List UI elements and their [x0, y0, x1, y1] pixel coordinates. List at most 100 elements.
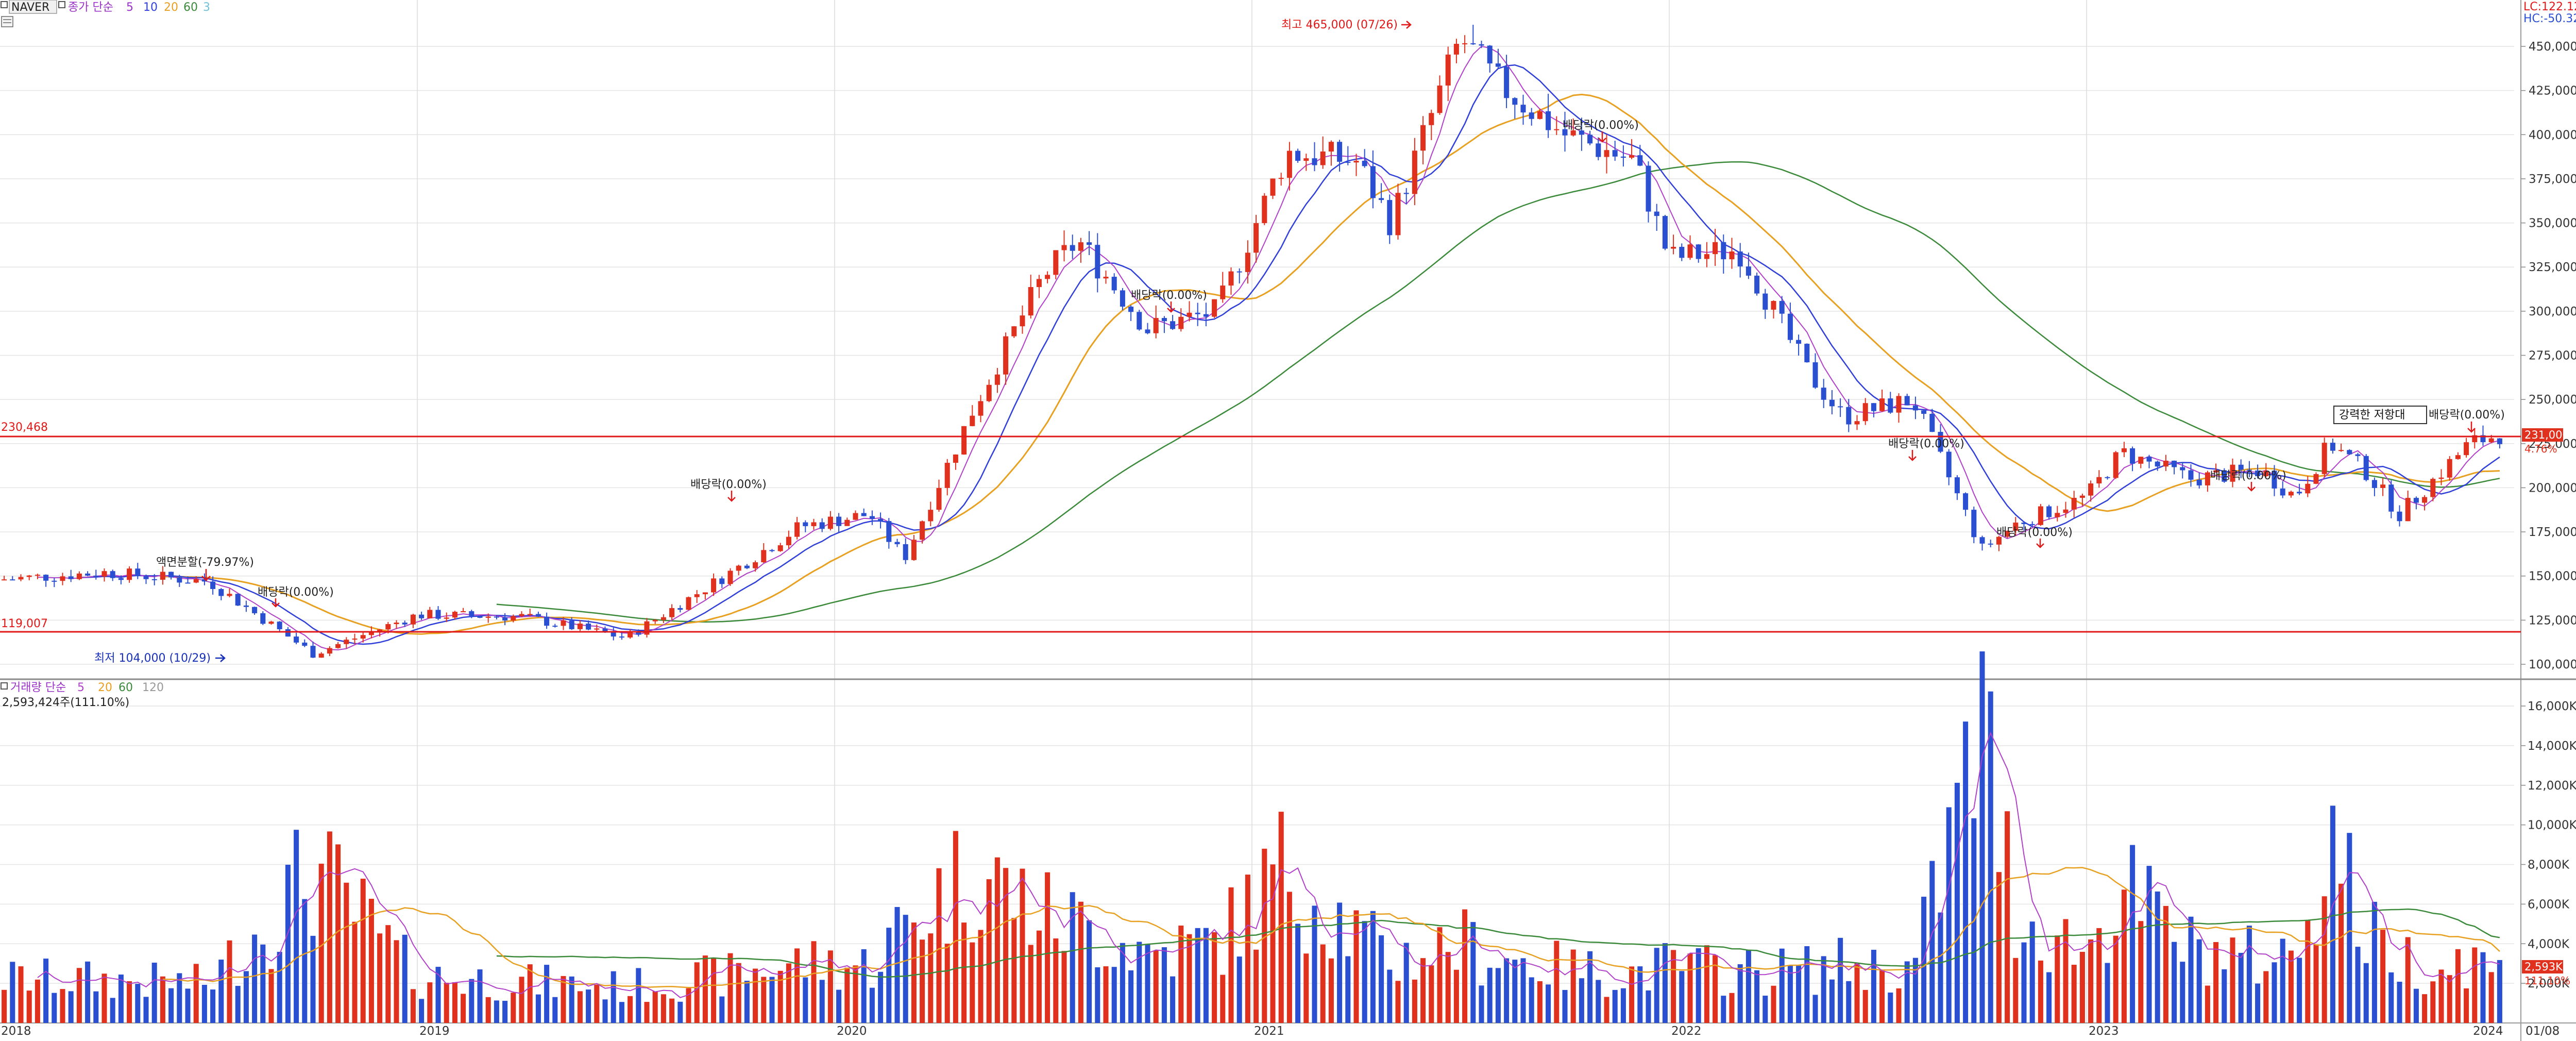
candle-up	[511, 616, 516, 621]
volume-bar	[2163, 905, 2168, 1023]
volume-bar	[677, 1001, 683, 1023]
volume-bar	[1236, 956, 1242, 1023]
volume-bar	[1270, 864, 1276, 1023]
ma10-line	[79, 64, 2500, 645]
candle-up	[944, 463, 950, 488]
corner-hc: HC:-50.32	[2523, 12, 2576, 25]
candle-down	[210, 581, 216, 589]
candle-down	[243, 606, 249, 607]
candle-down	[1787, 313, 1793, 340]
candle-up	[2121, 448, 2127, 452]
dividend-arrow-icon	[1908, 450, 1917, 461]
volume-bar	[886, 928, 892, 1023]
low-arrow-icon	[215, 654, 226, 662]
candle-down	[1312, 158, 1317, 165]
candle-down	[2105, 477, 2110, 478]
candle-up	[644, 621, 650, 635]
volume-bar	[452, 982, 457, 1023]
candle-down	[1696, 244, 1701, 259]
volume-bar	[1420, 958, 1426, 1023]
volume-bar	[1245, 875, 1250, 1023]
candle-down	[435, 610, 441, 619]
ma-toggle-icon[interactable]	[58, 1, 65, 8]
candle-up	[853, 513, 858, 520]
volume-bar	[2422, 994, 2428, 1023]
candle-down	[1838, 406, 1843, 408]
volume-bar	[2188, 916, 2194, 1023]
time-tick-label: 2024	[2473, 1025, 2503, 1038]
volume-bar	[1128, 970, 1134, 1023]
volume-bar	[794, 948, 800, 1023]
volume-bar	[1379, 935, 1384, 1023]
ticker-box[interactable]	[9, 0, 57, 14]
volume-bar	[1771, 985, 1776, 1023]
candle-up	[1220, 286, 1226, 299]
candle-down	[10, 579, 15, 581]
annotations: 최고 465,000 (07/26) 최저 104,000 (10/29) 액면…	[94, 19, 2505, 665]
candle-up	[2380, 484, 2386, 488]
volume-moving-averages	[37, 731, 2500, 998]
volume-bar	[936, 868, 942, 1023]
strong-resistance-box[interactable]	[2333, 406, 2427, 424]
candle-up	[1854, 421, 1860, 425]
volume-bar	[519, 977, 524, 1023]
candle-down	[2222, 470, 2227, 482]
ma-legend-10: 10	[143, 1, 158, 14]
volume-bar	[1704, 945, 1709, 1023]
candle-up	[1453, 44, 1459, 55]
dividend-arrow-icon	[2467, 422, 2476, 433]
candle-up	[1187, 312, 1192, 317]
candle-up	[1687, 244, 1693, 258]
grid-settings-icon[interactable]	[1, 16, 13, 27]
candle-down	[1495, 63, 1501, 67]
candle-down	[68, 576, 74, 579]
candle-down	[1829, 399, 1835, 407]
volume-bar	[1020, 868, 1025, 1023]
candle-up	[377, 629, 383, 632]
candle-up	[461, 611, 466, 612]
candle-down	[93, 575, 99, 577]
candle-up	[2405, 498, 2411, 522]
candle-up	[1713, 242, 1718, 255]
candle-up	[2472, 435, 2478, 443]
volume-bar	[2480, 952, 2486, 1023]
candle-down	[1203, 314, 1209, 317]
candle-up	[2430, 479, 2436, 497]
price-tick-label: 325,000	[2529, 261, 2576, 274]
candle-up	[1537, 111, 1543, 119]
candle-up	[2447, 459, 2452, 478]
candle-up	[736, 565, 741, 571]
volume-bar	[60, 989, 65, 1023]
volume-bar	[2263, 971, 2269, 1023]
high-annotation: 최고 465,000 (07/26)	[1281, 19, 1398, 31]
price-tick-label: 175,000	[2529, 526, 2576, 539]
volume-bar	[2497, 960, 2502, 1023]
candle-down	[1387, 200, 1393, 236]
candle-down	[2388, 484, 2394, 512]
candle-down	[1520, 105, 1526, 113]
volume-bar	[903, 915, 908, 1023]
candle-down	[586, 624, 591, 630]
candle-up	[1996, 536, 2002, 545]
candle-down	[477, 616, 483, 618]
candle-up	[777, 545, 783, 551]
ma-legend-title: 종가 단순	[68, 1, 113, 14]
candle-down	[1871, 403, 1876, 411]
volume-bar	[2121, 889, 2127, 1023]
candle-up	[1253, 223, 1259, 253]
candle-up	[2288, 492, 2294, 496]
legend-toggle-icon[interactable]	[1, 1, 8, 8]
ma60-line	[496, 161, 2500, 623]
volume-bar	[1095, 967, 1100, 1023]
volume-legend-toggle-icon[interactable]	[1, 682, 8, 690]
volume-bar	[2172, 942, 2177, 1023]
candle-up	[1212, 299, 1217, 317]
candle-up	[1028, 287, 1033, 316]
ma-legend-5: 5	[126, 1, 133, 14]
volume-bar	[1203, 928, 1209, 1023]
volume-bar	[2488, 972, 2494, 1023]
volume-bar	[727, 953, 733, 1023]
volume-bar	[1312, 905, 1317, 1023]
volume-bar	[1453, 969, 1459, 1023]
